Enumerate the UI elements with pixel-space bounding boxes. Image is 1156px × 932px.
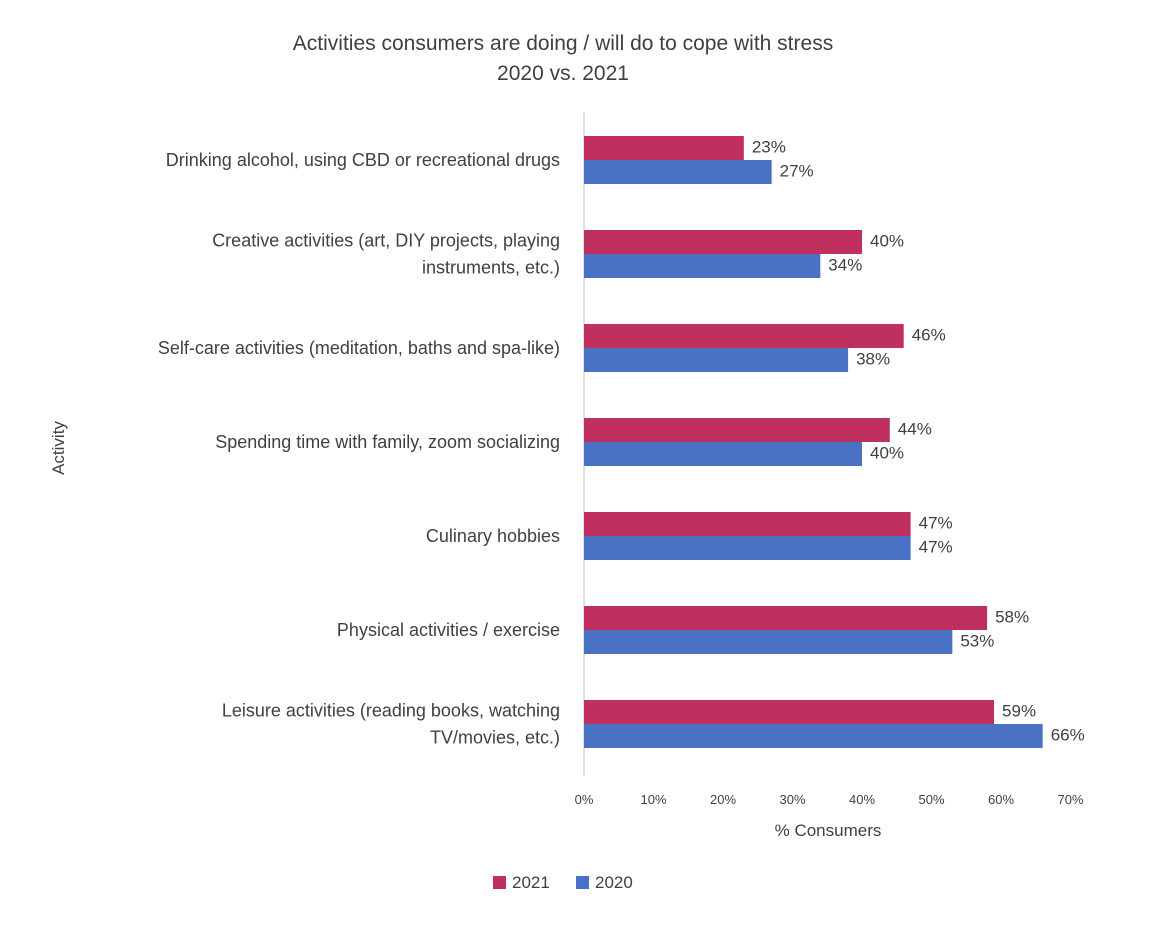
data-label: 23%	[752, 138, 786, 157]
bar-2020	[584, 536, 911, 560]
x-tick-label: 60%	[988, 792, 1014, 807]
category-label: Culinary hobbies	[426, 526, 560, 546]
legend-label-2021: 2021	[512, 873, 550, 892]
x-tick-label: 20%	[710, 792, 736, 807]
chart-title: Activities consumers are doing / will do…	[293, 32, 833, 55]
data-label: 34%	[828, 256, 862, 275]
category-label: Creative activities (art, DIY projects, …	[212, 231, 560, 251]
plot-area: 0% 10% 20% 30% 40% 50% 60% 70% Drinking alcohol,…	[158, 112, 1085, 807]
category-label: Self-care activities (meditation, baths …	[158, 338, 560, 358]
data-label: 59%	[1002, 702, 1036, 721]
data-label: 58%	[995, 608, 1029, 627]
bar-2021	[584, 230, 862, 254]
bar-2020	[584, 348, 849, 372]
bar-2020	[584, 254, 821, 278]
legend-swatch-2021	[493, 876, 506, 889]
category-label: TV/movies, etc.)	[430, 728, 560, 748]
bar-2021	[584, 324, 904, 348]
data-label: 44%	[898, 420, 932, 439]
chart-subtitle: 2020 vs. 2021	[497, 62, 629, 85]
x-tick-label: 40%	[849, 792, 875, 807]
data-label: 40%	[870, 232, 904, 251]
bar-2020	[584, 724, 1043, 748]
data-label: 66%	[1051, 726, 1085, 745]
bar-2021	[584, 606, 988, 630]
x-tick-label: 50%	[918, 792, 944, 807]
category-label: instruments, etc.)	[422, 258, 560, 278]
category-label: Spending time with family, zoom socializ…	[215, 432, 560, 452]
bar-2021	[584, 136, 744, 160]
data-label: 53%	[960, 632, 994, 651]
legend: 2021 2020	[493, 873, 633, 892]
data-label: 27%	[780, 162, 814, 181]
category-label: Leisure activities (reading books, watch…	[222, 701, 560, 721]
data-label: 46%	[912, 326, 946, 345]
data-label: 47%	[919, 514, 953, 533]
x-tick-label: 10%	[640, 792, 666, 807]
bar-2020	[584, 630, 953, 654]
legend-label-2020: 2020	[595, 873, 633, 892]
category-label: Drinking alcohol, using CBD or recreatio…	[166, 150, 560, 170]
x-tick-label: 70%	[1057, 792, 1083, 807]
category-label: Physical activities / exercise	[337, 620, 560, 640]
data-label: 40%	[870, 444, 904, 463]
bar-2021	[584, 512, 911, 536]
data-label: 38%	[856, 350, 890, 369]
data-label: 47%	[919, 538, 953, 557]
x-tick-label: 0%	[575, 792, 594, 807]
bar-2020	[584, 442, 862, 466]
bar-2020	[584, 160, 772, 184]
x-axis-title: % Consumers	[775, 821, 882, 840]
bar-2021	[584, 418, 890, 442]
y-axis-title: Activity	[49, 421, 68, 475]
x-tick-label: 30%	[779, 792, 805, 807]
bar-2021	[584, 700, 995, 724]
legend-swatch-2020	[576, 876, 589, 889]
